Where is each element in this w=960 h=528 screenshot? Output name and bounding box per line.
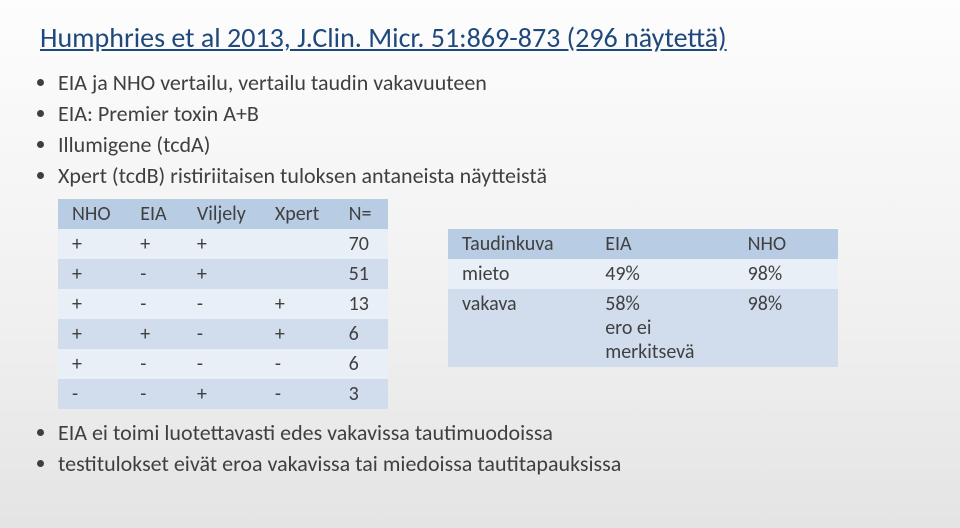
bullet-item: Xpert (tcdB) ristiriitaisen tuloksen ant…: [58, 162, 920, 189]
bullet-item: testitulokset eivät eroa vakavissa tai m…: [58, 450, 920, 477]
cell: -: [183, 319, 261, 349]
cell: +: [58, 349, 126, 379]
cell: +: [126, 319, 183, 349]
col-header: EIA: [591, 229, 733, 259]
footer-bullets: EIA ei toimi luotettavasti edes vakaviss…: [58, 419, 920, 477]
table-header-row: Taudinkuva EIA NHO: [448, 229, 838, 259]
table-row: mieto 49% 98%: [448, 259, 838, 289]
cell: +: [183, 259, 261, 289]
cell: 98%: [734, 259, 838, 289]
table-row: + - + 51: [58, 259, 388, 289]
cell: vakava: [448, 289, 591, 367]
cell: 13: [335, 289, 388, 319]
cell: +: [126, 229, 183, 259]
col-header: Xpert: [261, 199, 335, 229]
cell: -: [183, 289, 261, 319]
cell: 98%: [734, 289, 838, 367]
col-header: NHO: [734, 229, 838, 259]
bullet-item: Illumigene (tcdA): [58, 131, 920, 158]
cell: [261, 229, 335, 259]
tables-row: NHO EIA Viljely Xpert N= + + + 70 + - +: [40, 199, 920, 409]
slide-content: Humphries et al 2013, J.Clin. Micr. 51:8…: [0, 0, 960, 528]
col-header: Taudinkuva: [448, 229, 591, 259]
table-row: + + + 70: [58, 229, 388, 259]
cell: +: [261, 319, 335, 349]
cell: 70: [335, 229, 388, 259]
intro-bullets: EIA ja NHO vertailu, vertailu taudin vak…: [58, 69, 920, 189]
table-row: vakava 58% ero ei merkitsevä 98%: [448, 289, 838, 367]
cell: -: [261, 349, 335, 379]
cell: -: [261, 379, 335, 409]
results-table: NHO EIA Viljely Xpert N= + + + 70 + - +: [58, 199, 388, 409]
left-table-wrap: NHO EIA Viljely Xpert N= + + + 70 + - +: [58, 199, 388, 409]
cell: -: [126, 379, 183, 409]
bullet-item: EIA ei toimi luotettavasti edes vakaviss…: [58, 419, 920, 446]
cell: 49%: [591, 259, 733, 289]
severity-table: Taudinkuva EIA NHO mieto 49% 98% vakava …: [448, 229, 838, 367]
table-row: - - + - 3: [58, 379, 388, 409]
bullet-item: EIA: Premier toxin A+B: [58, 100, 920, 127]
cell: mieto: [448, 259, 591, 289]
cell: 6: [335, 349, 388, 379]
cell: 51: [335, 259, 388, 289]
cell: +: [183, 379, 261, 409]
cell: +: [58, 229, 126, 259]
cell: 58% ero ei merkitsevä: [591, 289, 733, 367]
cell: -: [126, 349, 183, 379]
col-header: NHO: [58, 199, 126, 229]
cell: -: [183, 349, 261, 379]
table-row: + - - + 13: [58, 289, 388, 319]
cell: +: [58, 289, 126, 319]
cell: -: [126, 289, 183, 319]
right-table-wrap: Taudinkuva EIA NHO mieto 49% 98% vakava …: [448, 229, 838, 367]
slide-title: Humphries et al 2013, J.Clin. Micr. 51:8…: [40, 20, 920, 55]
cell: [261, 259, 335, 289]
cell: +: [261, 289, 335, 319]
cell: 6: [335, 319, 388, 349]
table-row: + - - - 6: [58, 349, 388, 379]
bullet-item: EIA ja NHO vertailu, vertailu taudin vak…: [58, 69, 920, 96]
col-header: Viljely: [183, 199, 261, 229]
table-header-row: NHO EIA Viljely Xpert N=: [58, 199, 388, 229]
cell: +: [58, 319, 126, 349]
cell: +: [58, 259, 126, 289]
cell: +: [183, 229, 261, 259]
col-header: EIA: [126, 199, 183, 229]
cell: 3: [335, 379, 388, 409]
cell: -: [58, 379, 126, 409]
col-header: N=: [335, 199, 388, 229]
cell: -: [126, 259, 183, 289]
table-row: + + - + 6: [58, 319, 388, 349]
